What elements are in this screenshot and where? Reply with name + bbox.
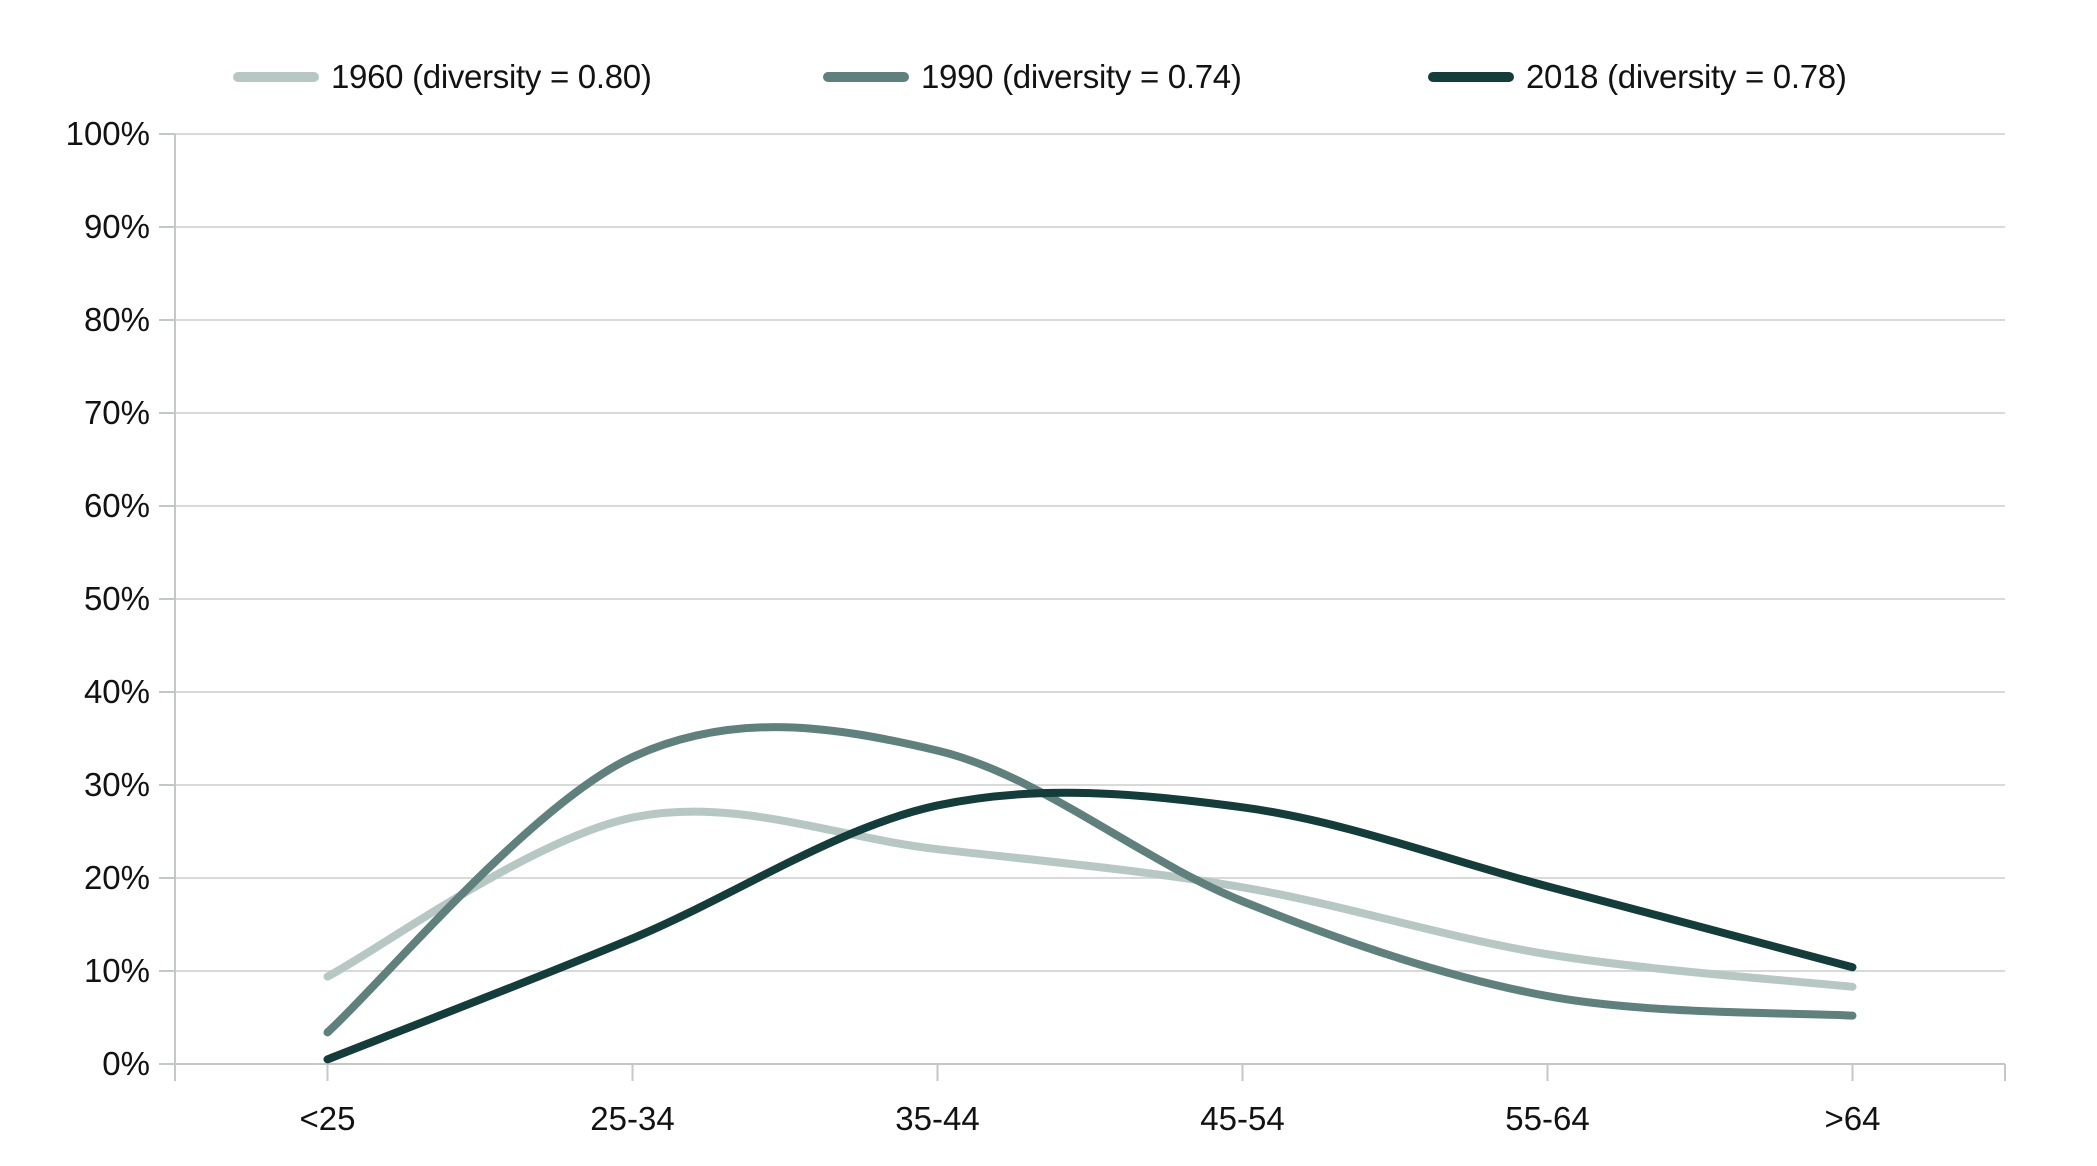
y-tick-label: 40%	[83, 673, 150, 710]
legend-swatch-1960	[233, 72, 319, 82]
series-line-1	[323, 723, 1857, 1037]
y-tick-label: 10%	[83, 952, 150, 989]
x-tick-label: 35-44	[895, 1100, 980, 1137]
legend-label-2018: 2018 (diversity = 0.78)	[1526, 58, 1847, 95]
series-line-0	[323, 807, 1857, 991]
x-tick-label: >64	[1824, 1100, 1881, 1137]
x-tick-label: 45-54	[1200, 1100, 1285, 1137]
x-tick-label: 25-34	[590, 1100, 675, 1137]
legend-label-1960: 1960 (diversity = 0.80)	[331, 58, 652, 95]
legend: 1960 (diversity = 0.80) 1990 (diversity …	[0, 0, 2097, 110]
y-tick-label: 90%	[83, 208, 150, 245]
y-tick-label: 80%	[83, 301, 150, 338]
legend-item-1960: 1960 (diversity = 0.80)	[233, 56, 652, 98]
y-tick-label: 100%	[65, 115, 150, 152]
y-tick-label: 0%	[102, 1045, 150, 1082]
y-tick-label: 30%	[83, 766, 150, 803]
y-tick-label: 60%	[83, 487, 150, 524]
x-tick-label: <25	[299, 1100, 356, 1137]
legend-item-2018: 2018 (diversity = 0.78)	[1428, 56, 1847, 98]
y-tick-label: 20%	[83, 859, 150, 896]
legend-item-1990: 1990 (diversity = 0.74)	[823, 56, 1242, 98]
legend-swatch-1990	[823, 72, 909, 82]
legend-swatch-2018	[1428, 72, 1514, 82]
y-tick-label: 50%	[83, 580, 150, 617]
x-tick-label: 55-64	[1505, 1100, 1590, 1137]
y-tick-label: 70%	[83, 394, 150, 431]
series-line-2	[323, 788, 1857, 1064]
legend-label-1990: 1990 (diversity = 0.74)	[921, 58, 1242, 95]
